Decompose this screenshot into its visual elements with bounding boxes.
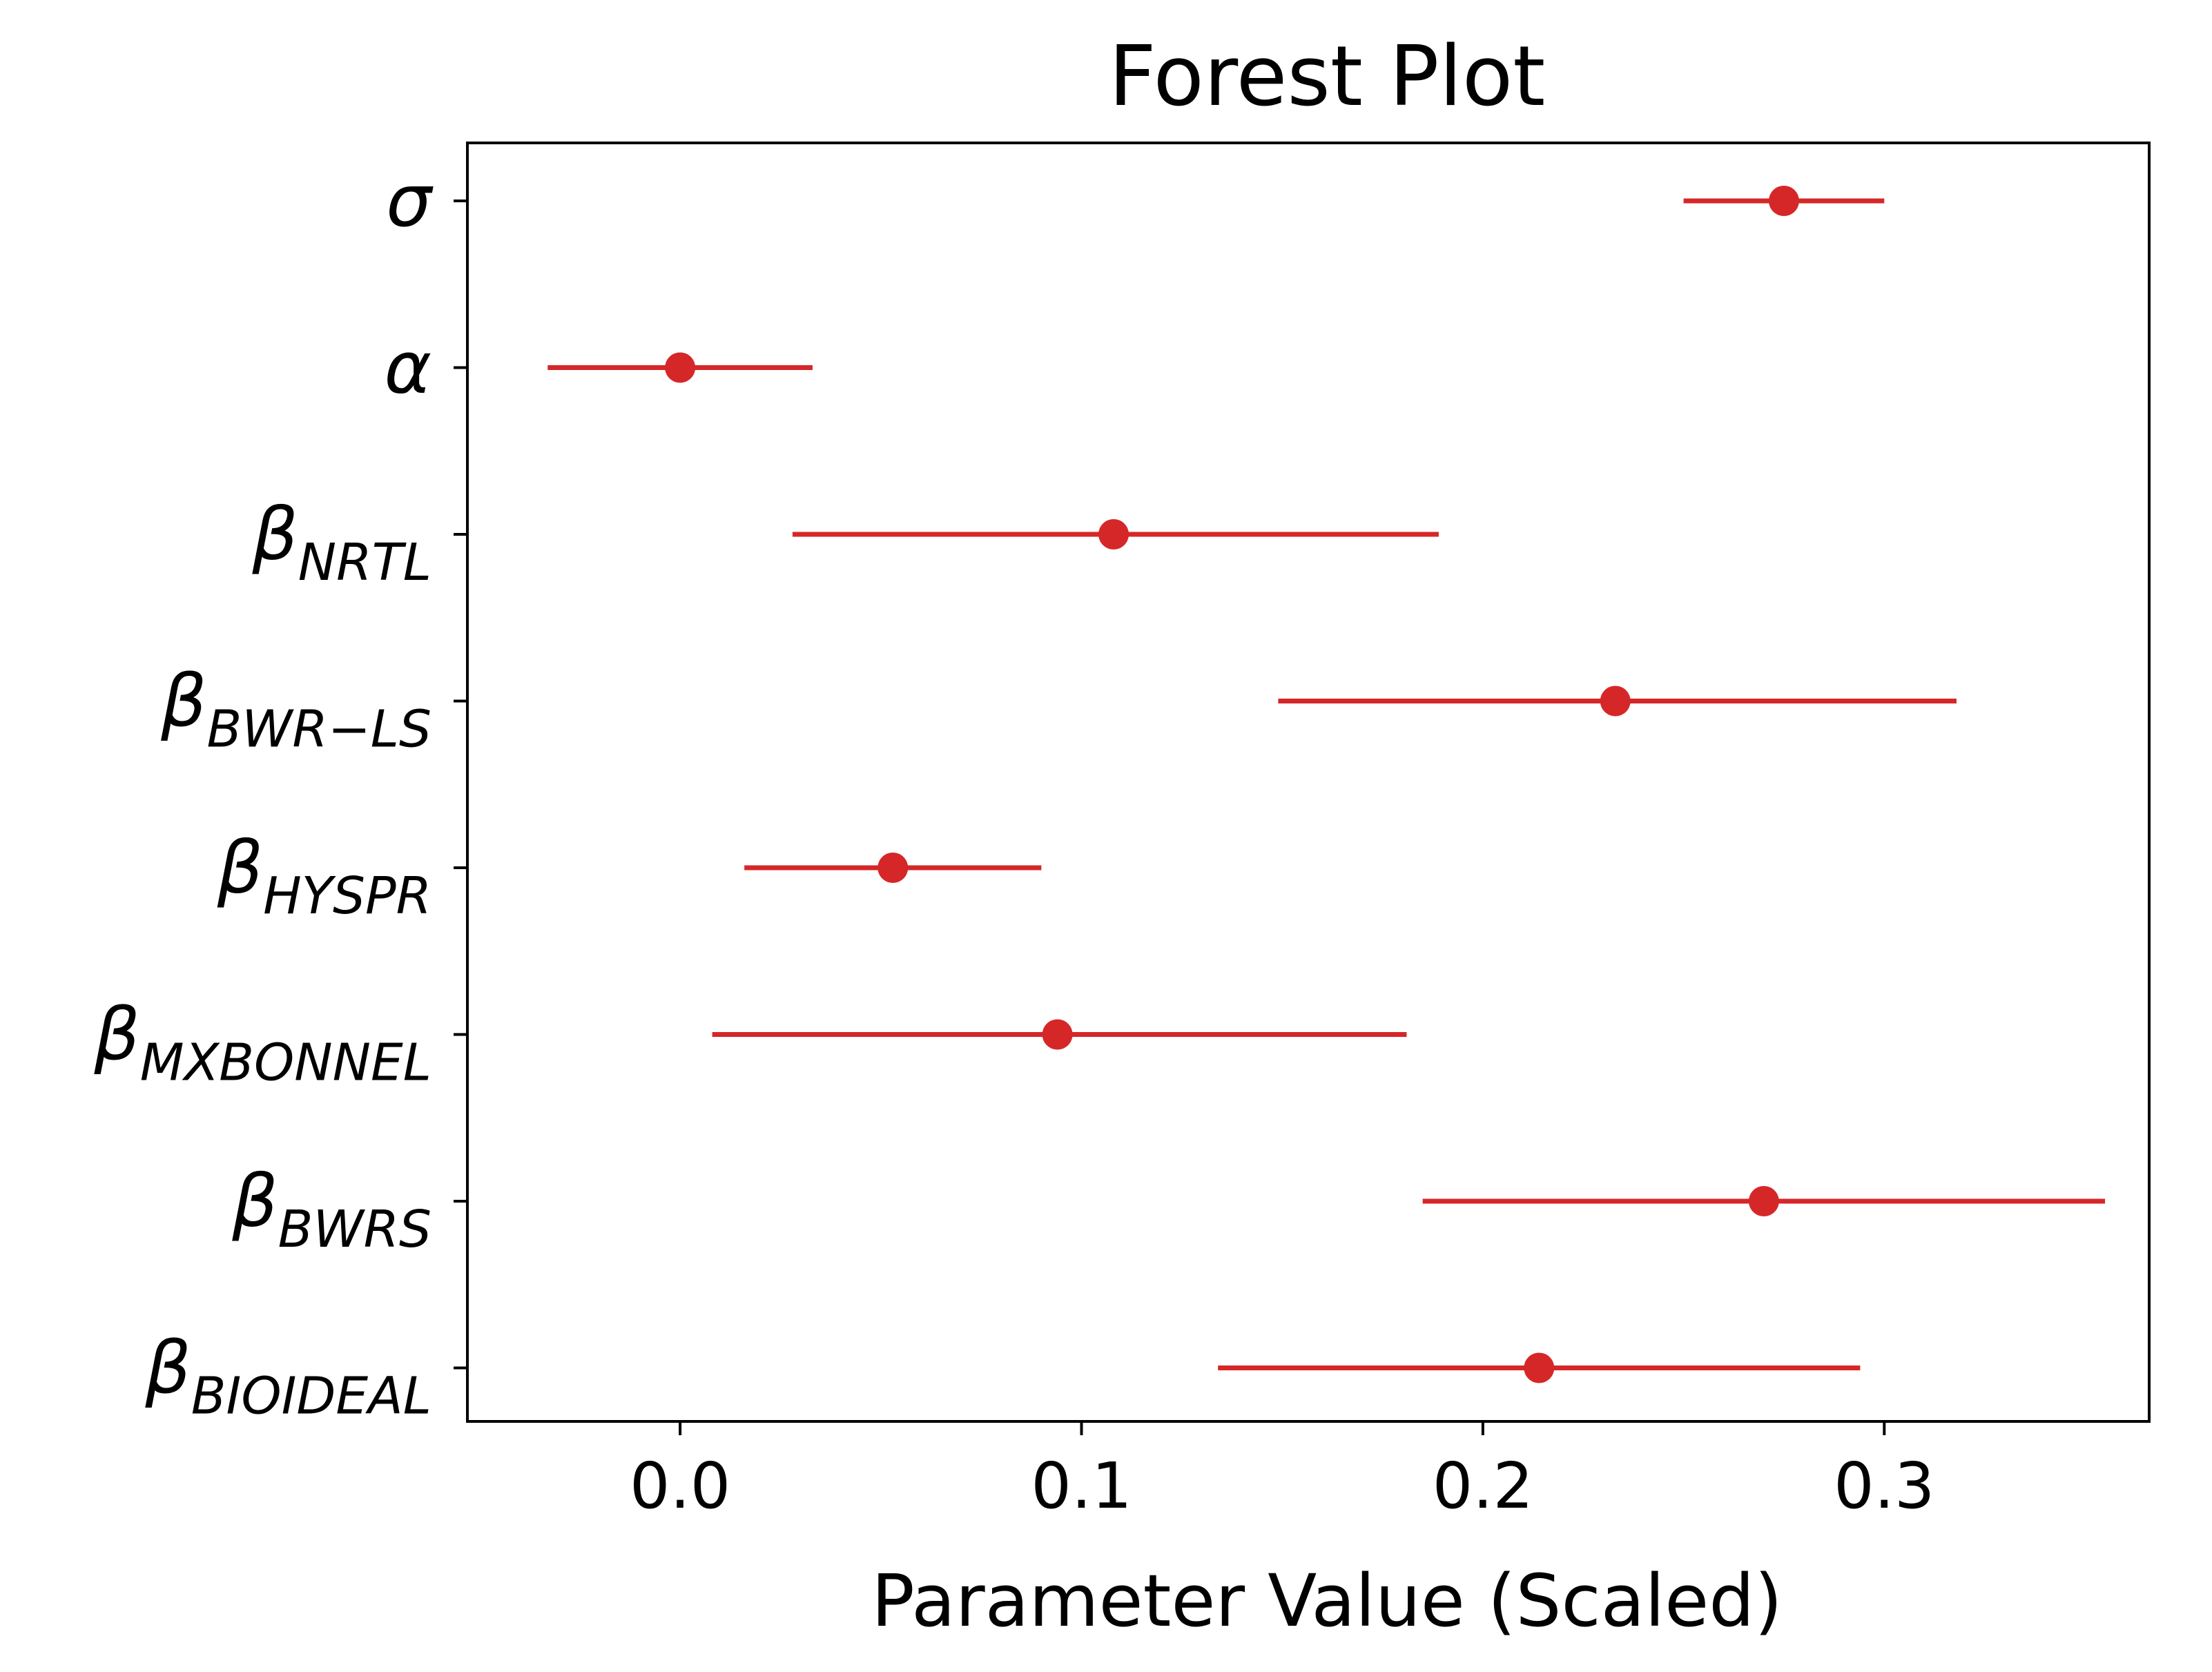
- parameter-symbol: β: [93, 993, 139, 1077]
- mean-point: [1524, 1352, 1555, 1383]
- parameter-symbol: α: [384, 326, 431, 410]
- axes-frame: [466, 142, 2151, 1423]
- parameter-symbol: β: [144, 1326, 191, 1410]
- mean-point: [1042, 1019, 1073, 1050]
- x-tick-label: 0.0: [630, 1449, 730, 1523]
- parameter-symbol: β: [160, 659, 206, 743]
- mean-point: [1098, 519, 1129, 550]
- parameter-subscript: NRTL: [298, 533, 431, 592]
- parameter-subscript: HYSPR: [263, 866, 431, 926]
- x-tick-label: 0.1: [1031, 1449, 1132, 1523]
- plot-area: [547, 186, 2106, 1383]
- x-axis-label: Parameter Value (Scaled): [871, 1559, 1783, 1643]
- x-tick-label: 0.2: [1433, 1449, 1533, 1523]
- parameter-symbol: β: [251, 492, 298, 576]
- y-tick-label: βBWRS: [231, 1159, 431, 1259]
- parameter-subscript: BIOIDEAL: [191, 1367, 431, 1426]
- mean-point: [877, 853, 909, 883]
- x-axis: 0.0 0.1 0.2 0.3: [630, 1421, 1934, 1523]
- parameter-subscript: MXBONNEL: [140, 1033, 431, 1093]
- y-tick-label: α: [384, 326, 431, 410]
- parameter-subscript: BWRS: [278, 1200, 431, 1259]
- parameter-subscript: BWR−LS: [206, 700, 431, 759]
- mean-point: [1768, 186, 1799, 216]
- y-tick-label: βBIOIDEAL: [144, 1326, 431, 1426]
- mean-point: [1600, 686, 1631, 717]
- x-tick-label: 0.3: [1834, 1449, 1934, 1523]
- parameter-symbol: β: [217, 826, 263, 910]
- y-tick-label: βMXBONNEL: [93, 993, 431, 1093]
- y-tick-label: βNRTL: [251, 492, 431, 592]
- y-tick-label: βHYSPR: [217, 826, 431, 926]
- parameter-symbol: σ: [386, 159, 434, 243]
- mean-point: [665, 352, 696, 383]
- y-tick-label: σ: [386, 159, 434, 243]
- y-tick-label: βBWR−LS: [160, 659, 431, 759]
- mean-point: [1748, 1186, 1779, 1216]
- chart-title: Forest Plot: [1109, 29, 1546, 125]
- parameter-symbol: β: [231, 1159, 278, 1243]
- y-axis: σαβNRTLβBWR−LSβHYSPRβMXBONNELβBWRSβBIOID…: [93, 159, 467, 1426]
